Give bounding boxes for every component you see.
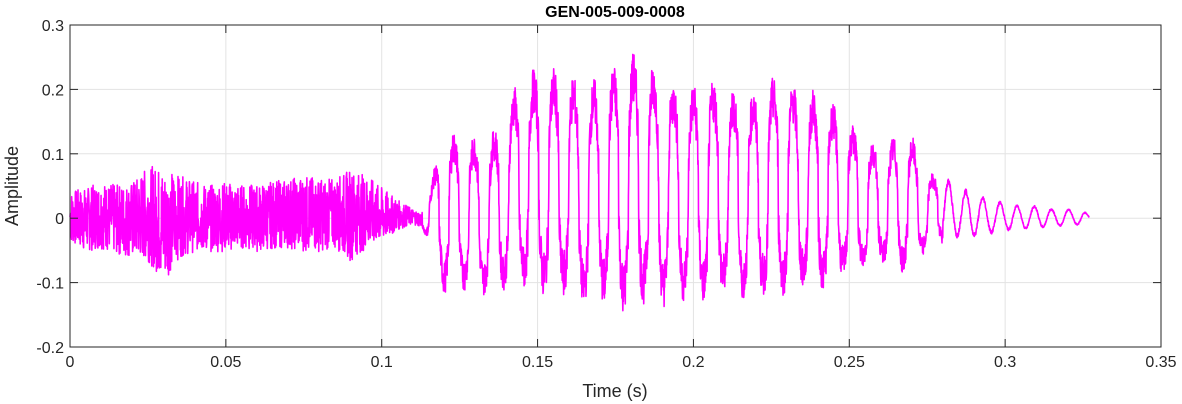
y-tick-label: -0.2 (36, 340, 64, 357)
x-tick-label: 0.2 (682, 354, 704, 371)
x-axis-label: Time (s) (582, 381, 647, 401)
x-tick-label: 0.25 (834, 354, 865, 371)
signal-line (69, 53, 1090, 312)
plot-frame (69, 24, 1162, 348)
x-tick-label: 0.15 (522, 354, 553, 371)
signal-series (69, 53, 1090, 312)
x-tick-label: 0.05 (210, 354, 241, 371)
x-axis-ticks: 0 0.05 0.1 0.15 0.2 0.25 0.3 0.35 (66, 25, 1177, 371)
y-axis-ticks: -0.2 -0.1 0 0.1 0.2 0.3 (36, 18, 1161, 357)
x-tick-label: 0 (66, 354, 75, 371)
chart-title: GEN-005-009-0008 (545, 4, 685, 21)
y-axis-label: Amplitude (2, 146, 22, 226)
x-tick-label: 0.3 (994, 354, 1016, 371)
x-tick-label: 0.1 (371, 354, 393, 371)
y-tick-label: 0 (55, 211, 64, 228)
y-tick-label: -0.1 (36, 276, 64, 293)
y-tick-label: 0.1 (42, 147, 64, 164)
y-tick-label: 0.3 (42, 18, 64, 35)
x-tick-label: 0.35 (1145, 354, 1176, 371)
y-tick-label: 0.2 (42, 82, 64, 99)
